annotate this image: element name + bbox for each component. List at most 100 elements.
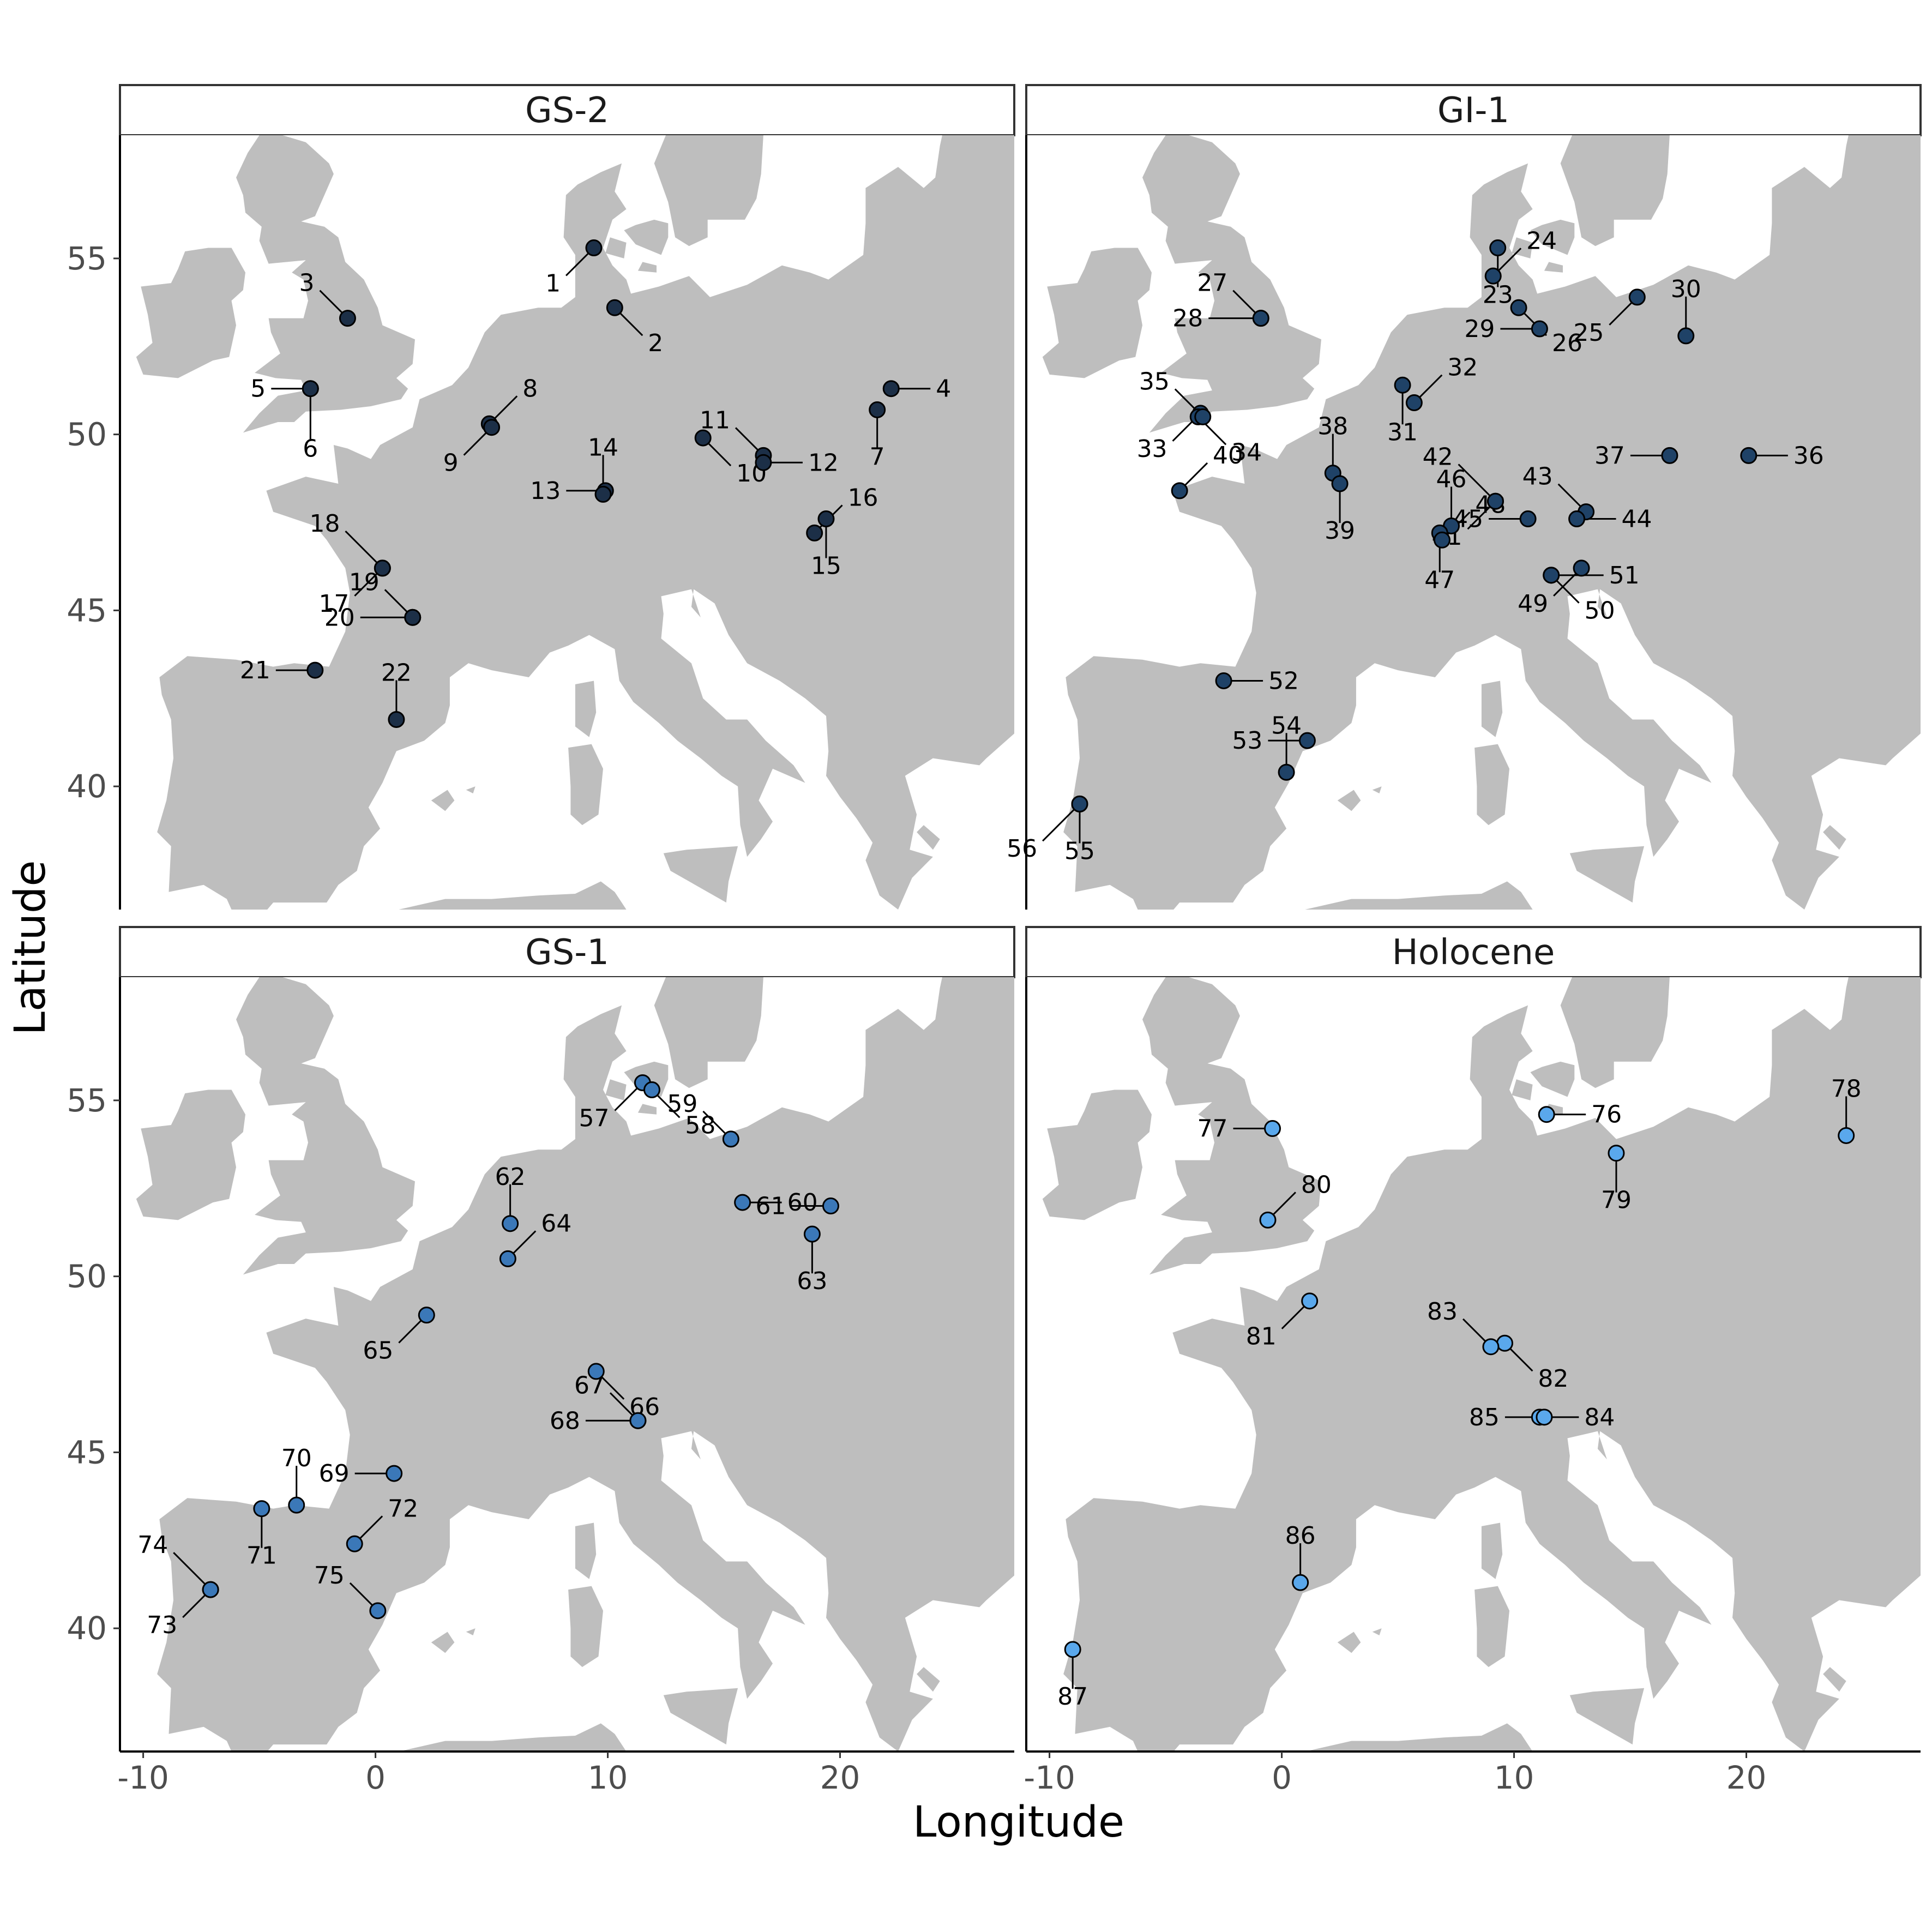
site-point[interactable] — [694, 429, 712, 447]
site-point[interactable] — [822, 1197, 839, 1215]
site-label: 29 — [1464, 315, 1495, 343]
site-point[interactable] — [755, 454, 772, 471]
site-point[interactable] — [202, 1581, 219, 1598]
site-point[interactable] — [1215, 672, 1232, 689]
site-point[interactable] — [734, 1194, 751, 1211]
site-point[interactable] — [817, 510, 835, 528]
site-point[interactable] — [369, 1602, 387, 1620]
site-point[interactable] — [1608, 1145, 1625, 1162]
site-label: 8 — [522, 375, 538, 402]
site-point[interactable] — [1298, 732, 1316, 749]
landmass — [1063, 977, 1921, 1752]
site-point[interactable] — [1573, 559, 1590, 577]
site-point[interactable] — [1064, 1641, 1081, 1658]
site-point[interactable] — [1252, 310, 1269, 327]
site-label: 58 — [685, 1111, 715, 1139]
site-point[interactable] — [587, 1363, 605, 1380]
site-label: 32 — [1447, 354, 1478, 382]
site-point[interactable] — [1677, 327, 1695, 345]
site-point[interactable] — [1259, 1211, 1277, 1229]
landmass — [1569, 846, 1645, 903]
site-point[interactable] — [306, 661, 324, 679]
x-tick-label: 0 — [365, 1759, 386, 1796]
x-tick-label: 10 — [588, 1759, 628, 1796]
y-tick-label: 55 — [67, 240, 107, 277]
label-leader — [1458, 464, 1496, 502]
site-label: 26 — [1552, 329, 1582, 357]
site-point[interactable] — [1661, 447, 1678, 464]
site-point[interactable] — [1331, 475, 1349, 492]
site-point[interactable] — [502, 1215, 519, 1232]
site-point[interactable] — [1740, 447, 1758, 464]
site-point[interactable] — [1264, 1120, 1281, 1137]
site-point[interactable] — [1171, 482, 1188, 499]
site-point[interactable] — [1482, 1338, 1500, 1356]
site-point[interactable] — [483, 419, 501, 436]
site-point[interactable] — [585, 239, 603, 257]
site-point[interactable] — [339, 310, 356, 327]
site-label: 72 — [388, 1495, 418, 1522]
site-point[interactable] — [1510, 299, 1527, 316]
site-point[interactable] — [288, 1496, 305, 1514]
site-point[interactable] — [346, 1535, 363, 1552]
site-point[interactable] — [1543, 567, 1560, 584]
landmass — [663, 846, 738, 903]
site-label: 76 — [1591, 1101, 1622, 1129]
site-point[interactable] — [594, 485, 612, 503]
site-point[interactable] — [1838, 1127, 1855, 1144]
landmass — [1042, 1090, 1152, 1220]
landmass — [120, 881, 627, 910]
site-point[interactable] — [386, 1465, 403, 1482]
site-label: 22 — [381, 659, 412, 687]
site-point[interactable] — [1433, 531, 1450, 549]
label-leader — [173, 1552, 212, 1591]
panel-title: Holocene — [1392, 932, 1555, 973]
site-point[interactable] — [869, 401, 886, 418]
site-point[interactable] — [803, 1225, 821, 1243]
site-point[interactable] — [1519, 510, 1537, 528]
site-point[interactable] — [643, 1081, 660, 1099]
site-point[interactable] — [606, 299, 623, 316]
landmass — [917, 825, 940, 850]
site-point[interactable] — [418, 1307, 435, 1324]
site-label: 12 — [808, 449, 839, 477]
site-point[interactable] — [1489, 239, 1507, 257]
site-point[interactable] — [388, 711, 405, 728]
landmass — [1474, 1586, 1509, 1668]
site-point[interactable] — [629, 1412, 647, 1429]
landmass — [157, 977, 1014, 1752]
site-point[interactable] — [499, 1250, 516, 1267]
y-tick-label: 45 — [67, 592, 107, 629]
site-point[interactable] — [1484, 267, 1502, 285]
site-label: 23 — [1483, 281, 1513, 309]
site-point[interactable] — [882, 380, 900, 398]
site-point[interactable] — [1568, 510, 1586, 528]
site-point[interactable] — [722, 1130, 739, 1148]
site-point[interactable] — [302, 380, 319, 398]
landmass — [157, 135, 1014, 910]
site-point[interactable] — [1486, 492, 1504, 510]
site-label: 69 — [319, 1460, 350, 1488]
site-point[interactable] — [1628, 288, 1646, 306]
site-point[interactable] — [1301, 1292, 1319, 1310]
site-point[interactable] — [1538, 1106, 1555, 1123]
site-point[interactable] — [1071, 795, 1088, 812]
site-point[interactable] — [1278, 763, 1295, 781]
site-label: 14 — [588, 434, 618, 461]
site-label: 71 — [246, 1542, 277, 1570]
site-point[interactable] — [1292, 1574, 1309, 1591]
x-tick-label: -10 — [117, 1759, 169, 1796]
site-label: 30 — [1671, 275, 1701, 303]
site-point[interactable] — [253, 1500, 270, 1518]
site-point[interactable] — [806, 524, 823, 541]
site-point[interactable] — [1496, 1334, 1514, 1352]
site-point[interactable] — [1405, 394, 1423, 412]
site-point[interactable] — [374, 559, 391, 577]
site-point[interactable] — [404, 609, 422, 626]
site-point[interactable] — [1194, 408, 1212, 425]
site-point[interactable] — [1536, 1409, 1553, 1426]
site-point[interactable] — [1531, 320, 1548, 338]
site-label: 56 — [1007, 835, 1037, 863]
site-point[interactable] — [1394, 376, 1411, 394]
label-leader — [1042, 803, 1081, 842]
